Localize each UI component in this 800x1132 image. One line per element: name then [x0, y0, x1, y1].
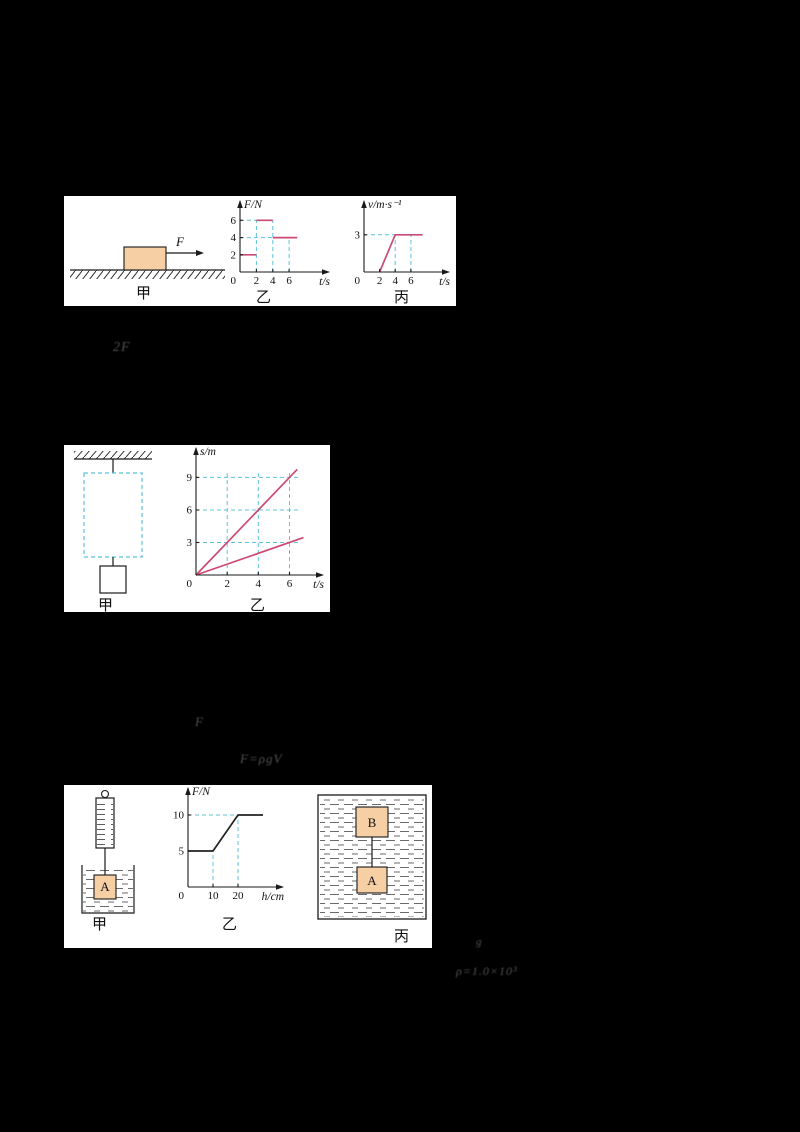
svg-text:10: 10: [208, 890, 220, 902]
svg-text:6: 6: [408, 275, 414, 287]
svg-text:6: 6: [287, 578, 293, 590]
svg-text:4: 4: [231, 232, 237, 244]
force-label: F: [175, 234, 185, 249]
scale-ring-icon: [100, 789, 110, 799]
force-arrowhead-icon: [196, 250, 204, 256]
spring-scale-diagram: A: [81, 789, 135, 914]
scale-markings: [97, 800, 113, 846]
block-a-label: A: [100, 879, 110, 894]
ceiling-hatch: [74, 451, 152, 459]
caption-jia: 甲: [136, 286, 152, 302]
svg-text:h/cm: h/cm: [262, 891, 284, 903]
caption-yi: 乙: [256, 290, 272, 306]
hanging-block-diagram: [74, 451, 152, 594]
block-b-label: B: [368, 815, 377, 830]
svg-text:v/m·s⁻¹: v/m·s⁻¹: [368, 199, 402, 211]
svg-text:0: 0: [231, 275, 237, 287]
block-on-ground-diagram: F: [70, 234, 225, 279]
svg-text:6: 6: [286, 275, 292, 287]
svg-text:5: 5: [179, 846, 185, 858]
block-a: [356, 866, 388, 894]
svg-text:F/N: F/N: [191, 786, 211, 798]
svg-text:6: 6: [187, 505, 193, 517]
svg-text:t/s: t/s: [313, 579, 324, 591]
block-a-label: A: [367, 873, 377, 888]
faint-annotation: 2F: [113, 340, 131, 355]
faint-annotation: F: [195, 714, 204, 729]
beaker: [81, 865, 135, 914]
hanging-block: [99, 565, 127, 594]
svg-text:2: 2: [224, 578, 230, 590]
block: [123, 246, 167, 271]
dashed-region: [83, 472, 143, 558]
svg-text:0: 0: [355, 275, 361, 287]
svg-text:t/s: t/s: [319, 276, 330, 288]
svg-text:9: 9: [187, 472, 193, 484]
svg-text:F/N: F/N: [243, 199, 263, 211]
svg-text:3: 3: [355, 229, 361, 241]
caption-bing: 丙: [394, 929, 410, 945]
svg-text:4: 4: [256, 578, 262, 590]
caption-jia: 甲: [92, 917, 108, 933]
caption-yi: 乙: [250, 598, 266, 614]
block-a: [93, 874, 117, 900]
chart-distance-vs-time: 2 4 6 3 6 9 0 t/s s/m: [187, 446, 325, 591]
tank-diagram: B A: [317, 794, 427, 920]
figure3-panel: A 10 20 5 10 0 h/cm F/N B A 甲 乙 丙: [64, 785, 432, 948]
svg-text:t/s: t/s: [439, 276, 450, 288]
faint-annotation: F=ρgV: [240, 751, 283, 766]
faint-annotation: g: [476, 936, 483, 948]
chart-velocity-vs-time: 2 4 6 3 0 t/s v/m·s⁻¹: [355, 199, 451, 288]
svg-text:2: 2: [377, 275, 383, 287]
svg-text:6: 6: [231, 215, 237, 227]
svg-text:10: 10: [173, 810, 185, 822]
caption-bing: 丙: [394, 290, 410, 306]
caption-jia: 甲: [98, 598, 114, 614]
svg-text:4: 4: [270, 275, 276, 287]
chart-force-vs-depth: 10 20 5 10 0 h/cm F/N: [173, 786, 284, 903]
svg-text:0: 0: [187, 578, 193, 590]
faint-annotation: ρ=1.0×10³: [456, 964, 518, 978]
svg-text:0: 0: [179, 890, 185, 902]
caption-yi: 乙: [222, 917, 238, 933]
svg-text:20: 20: [233, 890, 245, 902]
svg-text:4: 4: [392, 275, 398, 287]
figure2-panel: 2 4 6 3 6 9 0 t/s s/m 甲 乙: [64, 445, 330, 614]
block-b: [355, 806, 389, 838]
svg-text:3: 3: [187, 537, 193, 549]
svg-text:2: 2: [254, 275, 260, 287]
svg-text:2: 2: [231, 249, 237, 261]
figure1-panel: F 2 4 6 2 4 6 0 t/s F/N 2 4 6 3 0 t/s v/m·s⁻¹ 甲 乙 丙: [64, 196, 456, 306]
svg-text:s/m: s/m: [200, 446, 216, 458]
ground-hatch: [70, 270, 225, 279]
